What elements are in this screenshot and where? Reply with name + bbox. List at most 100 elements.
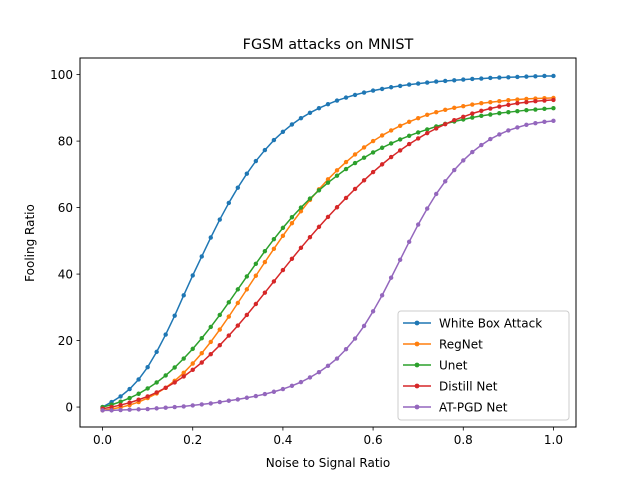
point-at-pgd-net-16 xyxy=(244,395,250,400)
legend-swatch-marker xyxy=(414,341,420,347)
point-distill-net-39 xyxy=(452,117,457,123)
point-at-pgd-net-19 xyxy=(271,389,277,394)
point-regnet-40 xyxy=(461,104,466,109)
point-at-pgd-net-37 xyxy=(434,191,439,197)
point-distill-net-28 xyxy=(352,186,358,192)
legend-swatch-marker xyxy=(414,320,420,326)
point-distill-net-24 xyxy=(316,224,322,230)
point-white-box-attack-17 xyxy=(253,158,259,164)
legend-swatch-marker xyxy=(414,404,420,410)
point-regnet-21 xyxy=(289,221,295,226)
legend-label: Distill Net xyxy=(439,379,498,393)
point-white-box-attack-35 xyxy=(415,81,421,86)
point-white-box-attack-45 xyxy=(506,75,511,80)
point-white-box-attack-43 xyxy=(488,75,493,81)
point-white-box-attack-2 xyxy=(118,394,123,399)
point-at-pgd-net-5 xyxy=(145,406,150,412)
point-white-box-attack-18 xyxy=(262,147,268,153)
point-distill-net-40 xyxy=(461,114,466,120)
point-regnet-43 xyxy=(488,100,493,105)
point-white-box-attack-49 xyxy=(542,73,547,79)
point-white-box-attack-36 xyxy=(425,80,430,85)
point-at-pgd-net-43 xyxy=(488,136,493,142)
point-white-box-attack-19 xyxy=(271,137,277,143)
point-regnet-22 xyxy=(298,209,304,214)
point-unet-12 xyxy=(208,324,213,330)
point-unet-45 xyxy=(506,109,511,115)
point-white-box-attack-42 xyxy=(479,76,484,81)
legend-entry-regnet: RegNet xyxy=(403,337,483,351)
point-unet-4 xyxy=(136,391,141,396)
point-unet-46 xyxy=(515,108,520,114)
point-distill-net-15 xyxy=(235,323,241,328)
y-axis-label: Fooling Ratio xyxy=(23,204,37,282)
point-unet-20 xyxy=(280,225,286,231)
point-distill-net-23 xyxy=(307,234,313,240)
point-at-pgd-net-50 xyxy=(551,118,556,124)
point-white-box-attack-8 xyxy=(172,313,177,318)
point-unet-44 xyxy=(497,110,502,116)
legend: White Box Attack RegNet Unet Distill Net AT-… xyxy=(397,310,570,421)
point-unet-30 xyxy=(370,150,376,155)
point-regnet-45 xyxy=(506,98,511,103)
legend-label: RegNet xyxy=(439,337,483,351)
point-distill-net-44 xyxy=(497,104,502,109)
x-tick-label: 0.6 xyxy=(364,433,383,447)
point-white-box-attack-3 xyxy=(127,386,132,392)
point-at-pgd-net-4 xyxy=(136,407,141,412)
point-regnet-20 xyxy=(280,233,286,239)
point-unet-42 xyxy=(479,113,484,119)
point-unet-34 xyxy=(406,133,412,138)
point-at-pgd-net-14 xyxy=(226,398,231,403)
point-distill-net-25 xyxy=(325,214,331,220)
point-unet-10 xyxy=(190,346,195,352)
point-distill-net-26 xyxy=(334,205,340,210)
chart-title: FGSM attacks on MNIST xyxy=(243,37,414,53)
point-distill-net-13 xyxy=(217,343,222,348)
point-unet-11 xyxy=(199,336,204,341)
point-distill-net-47 xyxy=(524,100,529,105)
point-distill-net-20 xyxy=(280,267,286,273)
point-distill-net-31 xyxy=(379,162,385,167)
point-unet-23 xyxy=(307,196,313,201)
point-regnet-47 xyxy=(524,96,529,102)
point-unet-19 xyxy=(271,236,277,242)
point-at-pgd-net-49 xyxy=(542,119,547,125)
point-distill-net-17 xyxy=(253,301,259,307)
legend-box xyxy=(397,310,570,421)
point-at-pgd-net-40 xyxy=(461,158,466,163)
point-distill-net-42 xyxy=(479,108,484,114)
point-white-box-attack-7 xyxy=(163,332,168,337)
point-at-pgd-net-39 xyxy=(452,167,457,173)
x-tick-label: 0.4 xyxy=(273,433,292,447)
y-axis: 0 20 40 60 80 100 xyxy=(50,68,80,414)
point-unet-8 xyxy=(172,365,177,370)
point-white-box-attack-46 xyxy=(515,74,520,80)
point-regnet-37 xyxy=(434,109,439,115)
point-at-pgd-net-29 xyxy=(361,323,367,329)
x-tick-label: 1.0 xyxy=(544,433,563,447)
point-distill-net-30 xyxy=(370,169,376,175)
point-unet-28 xyxy=(352,160,358,166)
point-white-box-attack-14 xyxy=(226,200,231,206)
point-at-pgd-net-31 xyxy=(379,293,385,298)
series-unet xyxy=(100,106,556,410)
legend-entry-distill-net: Distill Net xyxy=(403,379,498,393)
point-at-pgd-net-45 xyxy=(506,128,511,133)
point-at-pgd-net-0 xyxy=(100,408,105,413)
point-white-box-attack-15 xyxy=(235,185,241,190)
point-at-pgd-net-27 xyxy=(343,347,349,352)
point-white-box-attack-5 xyxy=(145,364,150,370)
point-at-pgd-net-20 xyxy=(280,386,286,392)
point-at-pgd-net-32 xyxy=(388,275,394,280)
point-at-pgd-net-15 xyxy=(235,397,241,402)
point-unet-17 xyxy=(253,261,259,266)
point-at-pgd-net-18 xyxy=(262,391,268,397)
legend-label: AT-PGD Net xyxy=(439,400,508,414)
point-unet-15 xyxy=(235,287,241,292)
point-unet-43 xyxy=(488,112,493,117)
point-white-box-attack-24 xyxy=(316,106,322,111)
point-white-box-attack-48 xyxy=(533,74,538,79)
point-distill-net-45 xyxy=(506,102,511,108)
point-regnet-10 xyxy=(190,361,195,366)
